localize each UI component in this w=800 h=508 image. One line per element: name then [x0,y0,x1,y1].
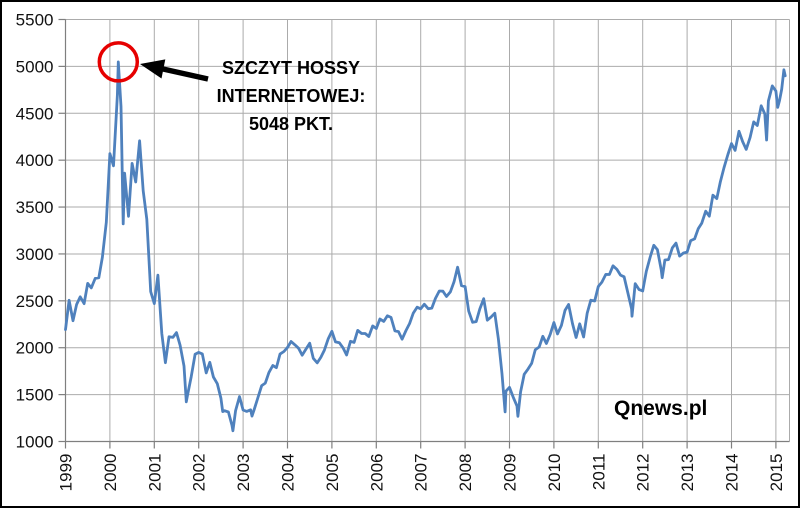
x-tick-label: 2004 [279,454,298,492]
x-tick-label: 2000 [101,454,120,492]
peak-highlight-circle [97,41,140,83]
y-tick-label: 3500 [16,198,54,217]
x-tick-label: 2014 [723,454,742,492]
x-tick-label: 2005 [323,454,342,492]
y-tick-label: 1500 [16,386,54,405]
y-tick-label: 5000 [16,57,54,76]
x-tick-label: 1999 [57,454,76,492]
watermark-qnews: Qnews.pl [614,397,708,420]
annotation-arrow-head-icon [140,59,166,79]
x-tick-label: 2007 [412,454,431,492]
annotation-arrow-shaft [162,66,209,82]
peak-annotation-line-1: SZCZYT HOSSY [221,58,360,78]
y-tick-label: 3000 [16,245,54,264]
y-tick-label: 4000 [16,151,54,170]
x-tick-label: 2013 [678,454,697,492]
x-tick-label: 2010 [545,454,564,492]
peak-annotation: SZCZYT HOSSY INTERNETOWEJ: 5048 PKT. [200,54,382,138]
peak-annotation-line-2: INTERNETOWEJ: [216,86,366,106]
x-tick-label: 2003 [234,454,253,492]
x-tick-label: 2012 [634,454,653,492]
price-line [64,60,787,433]
x-tick-label: 2011 [589,454,608,491]
y-tick-label: 1000 [16,433,54,452]
y-tick-label: 5500 [16,11,54,30]
peak-annotation-line-3: 5048 PKT. [248,114,334,134]
x-tick-label: 2002 [190,454,209,492]
x-tick-label: 2009 [501,454,520,492]
x-tick-label: 2006 [367,454,386,492]
x-tick-label: 2008 [456,454,475,492]
y-tick-label: 4500 [16,104,54,123]
y-tick-label: 2500 [16,292,54,311]
x-tick-label: 2001 [145,454,164,492]
y-tick-label: 2000 [16,339,54,358]
x-tick-label: 2015 [767,454,786,492]
